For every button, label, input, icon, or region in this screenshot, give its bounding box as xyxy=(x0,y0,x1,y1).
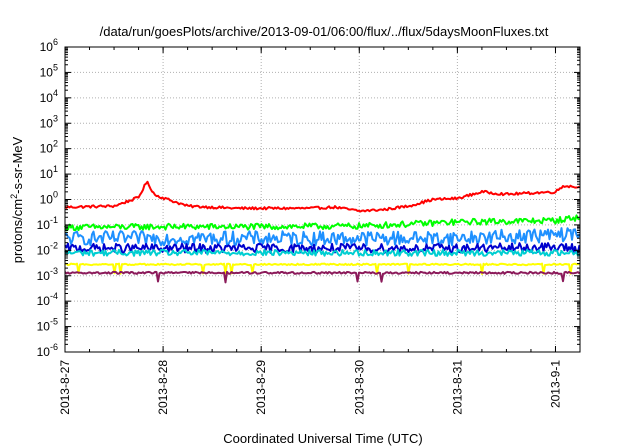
series-line xyxy=(64,248,581,257)
series-group xyxy=(64,180,581,284)
x-tick-label: 2013-9-1 xyxy=(548,360,562,408)
y-tick-label: 101 xyxy=(40,164,58,181)
y-tick-label: 10-2 xyxy=(37,240,58,257)
grid xyxy=(64,47,580,352)
x-tick-labels: 2013-8-27 2013-8-28 2013-8-29 2013-8-30 2013… xyxy=(58,360,562,415)
series-line xyxy=(64,214,581,232)
series-line xyxy=(64,227,581,247)
y-tick-label: 104 xyxy=(40,88,58,105)
y-tick-label: 10-6 xyxy=(37,342,58,359)
y-tick-label: 10-3 xyxy=(37,266,58,283)
y-tick-label: 106 xyxy=(40,37,58,54)
x-tick-label: 2013-8-29 xyxy=(254,360,268,415)
plot-frame xyxy=(64,46,581,353)
series-line xyxy=(64,180,580,213)
ticks xyxy=(64,46,581,353)
y-tick-label: 10-4 xyxy=(37,291,58,308)
y-tick-label: 105 xyxy=(40,62,58,79)
y-tick-label: 10-1 xyxy=(37,215,58,232)
x-tick-label: 2013-8-31 xyxy=(450,360,464,415)
y-axis-label: protons/cm2-s-sr-MeV xyxy=(9,136,25,263)
x-tick-label: 2013-8-30 xyxy=(352,360,366,415)
y-tick-label: 10-5 xyxy=(37,317,58,334)
series-line xyxy=(64,262,580,275)
x-tick-label: 2013-8-27 xyxy=(58,360,72,415)
x-tick-label: 2013-8-28 xyxy=(156,360,170,415)
series-line xyxy=(64,270,581,284)
y-tick-label: 100 xyxy=(40,190,58,207)
x-axis-label: Coordinated Universal Time (UTC) xyxy=(223,431,422,446)
y-tick-label: 103 xyxy=(40,113,58,130)
series-line xyxy=(64,242,581,254)
y-tick-label: 102 xyxy=(40,139,58,156)
y-tick-labels: 10-6 10-5 10-4 10-3 10-2 10-1 100 101 102 103 104 1… xyxy=(37,37,58,359)
chart-title: /data/run/goesPlots/archive/2013-09-01/0… xyxy=(100,24,549,39)
